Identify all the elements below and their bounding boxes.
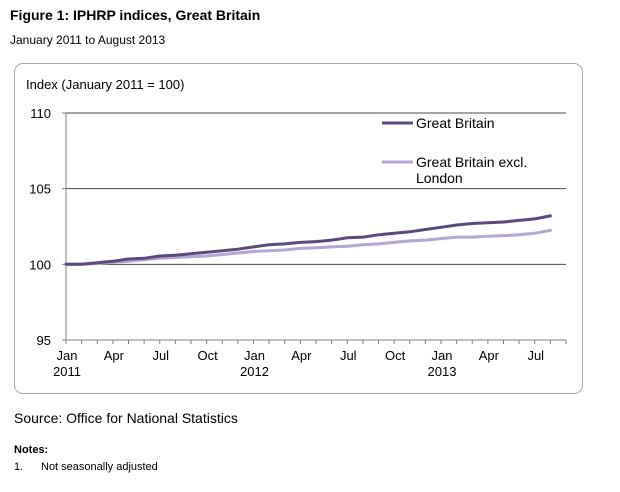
y-tick-label: 95 — [37, 333, 51, 348]
series-line-great-britain — [64, 214, 552, 266]
legend-label: Great Britain — [416, 115, 495, 131]
note-item: 1. Not seasonally adjusted — [14, 461, 158, 473]
x-tick-label: Oct — [198, 348, 219, 363]
x-tick-label: Jan — [432, 348, 453, 363]
legend-label: Great Britain excl. — [416, 154, 527, 170]
x-tick-label: Jan — [244, 348, 265, 363]
y-tick-label: 100 — [29, 257, 51, 272]
x-tick-label: Apr — [104, 348, 125, 363]
x-tick-label: Apr — [291, 348, 312, 363]
series-line-great-britain-excl-london — [64, 228, 552, 266]
y-tick-label: 110 — [30, 106, 51, 121]
x-tick-year-label: 2012 — [240, 364, 269, 379]
note-text: Not seasonally adjusted — [41, 461, 158, 473]
chart-container: Index (January 2011 = 100) 95 100 105 110 Ja… — [14, 63, 583, 394]
y-axis-label: Index (January 2011 = 100) — [26, 77, 184, 92]
figure-title: Figure 1: IPHRP indices, Great Britain — [10, 7, 261, 23]
x-tick-label: Apr — [479, 348, 500, 363]
x-tick-label: Oct — [385, 348, 406, 363]
legend-label: London — [416, 170, 463, 186]
notes-heading: Notes: — [14, 444, 49, 456]
y-tick-label: 105 — [29, 182, 51, 197]
x-tick-label: Jul — [340, 348, 357, 363]
x-tick-label: Jul — [527, 348, 544, 363]
x-tick-year-label: 2011 — [53, 364, 81, 379]
x-tick-year-label: 2013 — [428, 364, 457, 379]
figure-subtitle: January 2011 to August 2013 — [10, 33, 166, 47]
note-number: 1. — [14, 461, 24, 473]
x-tick-label: Jul — [152, 348, 169, 363]
x-tick-label: Jan — [57, 348, 78, 363]
line-chart: Index (January 2011 = 100) 95 100 105 110 Ja… — [26, 77, 567, 379]
source-note: Source: Office for National Statistics — [14, 410, 238, 426]
